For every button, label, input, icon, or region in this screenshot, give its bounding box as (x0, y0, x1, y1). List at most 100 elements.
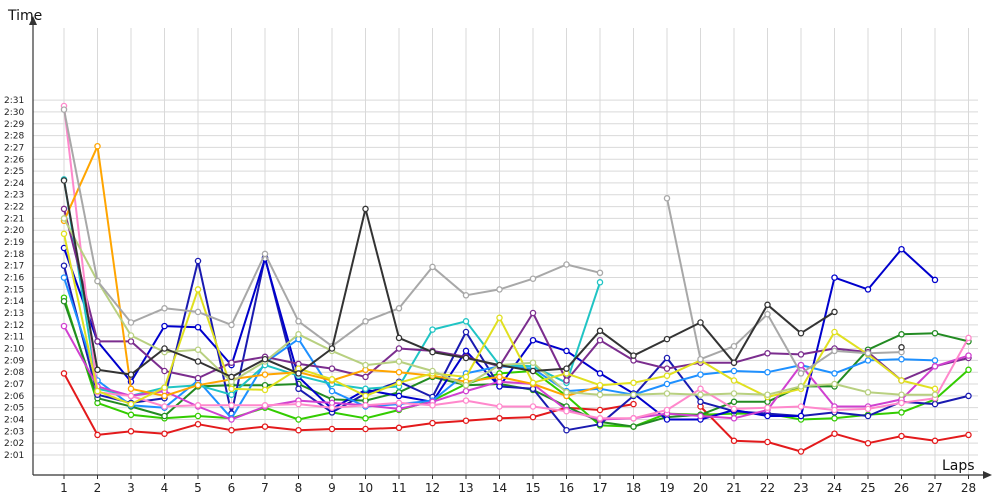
data-point (965, 334, 972, 342)
data-point (94, 387, 101, 395)
data-point (429, 367, 436, 375)
data-point (395, 405, 403, 413)
data-point (429, 326, 436, 333)
data-point (797, 412, 805, 420)
data-point (362, 392, 369, 400)
data-point (831, 274, 838, 281)
data-point (529, 275, 537, 282)
data-point (730, 398, 738, 406)
data-point (663, 335, 671, 343)
y-tick-label: 2:16 (4, 274, 24, 284)
data-point (429, 348, 436, 356)
data-point (864, 350, 872, 357)
data-point (864, 286, 872, 293)
y-tick-label: 2:20 (4, 226, 24, 236)
x-tick-label: 14 (492, 481, 507, 495)
data-point (797, 383, 805, 390)
data-point (127, 319, 135, 326)
data-point (730, 437, 738, 445)
data-point (328, 345, 336, 352)
data-point (395, 379, 403, 387)
data-point (462, 373, 470, 381)
data-point (194, 257, 202, 265)
data-point (295, 318, 302, 325)
y-tick-label: 2:09 (4, 356, 24, 366)
y-axis-label: Time (7, 8, 42, 24)
x-tick-label: 1 (60, 481, 68, 495)
data-point (228, 426, 235, 434)
data-point (94, 142, 101, 150)
data-point (697, 355, 704, 363)
data-point (261, 423, 269, 430)
data-point (596, 269, 604, 277)
data-point (864, 439, 872, 447)
data-point (596, 336, 604, 344)
data-point (429, 263, 436, 271)
data-point (864, 405, 872, 413)
x-tick-label: 7 (261, 481, 269, 495)
data-point (730, 359, 738, 366)
data-point (663, 195, 671, 202)
data-point (194, 402, 202, 409)
data-point (965, 366, 972, 374)
data-point (529, 336, 537, 344)
data-point (261, 402, 269, 409)
data-point (596, 406, 604, 414)
data-point (898, 331, 905, 338)
data-point (697, 398, 704, 406)
data-point (395, 424, 403, 432)
data-point (60, 297, 68, 305)
x-tick-label: 26 (894, 481, 909, 495)
y-tick-label: 2:26 (4, 155, 24, 165)
data-point (529, 367, 537, 375)
series-line (63, 208, 969, 382)
y-tick-label: 2:10 (4, 345, 24, 355)
data-point (60, 215, 68, 222)
data-point (697, 391, 704, 398)
data-point (831, 347, 838, 355)
data-point (228, 321, 235, 329)
y-tick-labels: 2:01 2:02 2:032:04 2:05 2:06 2:07 2:08 2:092:10… (4, 96, 24, 461)
x-tick-label: 22 (760, 481, 775, 495)
data-point (328, 376, 336, 383)
data-point (362, 373, 369, 381)
y-tick-label: 2:31 (4, 96, 24, 106)
data-point (898, 391, 905, 398)
data-point (898, 432, 905, 440)
y-tick-label: 2:15 (4, 285, 24, 295)
series-lines (60, 102, 972, 455)
x-tick-labels: 1 2 3 4 5 6 7 8 9 10 11 12 13 14 15 16 17 18 19 20 21 22 23 24 2… (60, 481, 976, 495)
y-tick-label: 2:18 (4, 250, 24, 260)
data-point (663, 372, 671, 379)
data-point (496, 286, 503, 293)
y-tick-label: 2:06 (4, 392, 24, 402)
data-point (931, 385, 939, 393)
y-axis-arrow (29, 16, 37, 25)
data-point (596, 381, 604, 389)
data-point (395, 334, 403, 342)
y-tick-label: 2:05 (4, 404, 24, 414)
data-point (295, 400, 302, 408)
data-point (395, 399, 403, 407)
data-point (596, 279, 604, 286)
data-point (697, 385, 704, 393)
data-point (663, 406, 671, 414)
data-point (596, 415, 604, 422)
data-point (496, 314, 503, 322)
data-point (496, 415, 503, 422)
data-point (161, 412, 168, 420)
data-point (764, 412, 771, 420)
data-point (60, 262, 68, 269)
data-point (462, 381, 470, 389)
data-point (764, 404, 771, 411)
series-line (63, 372, 634, 436)
y-tick-label: 2:29 (4, 120, 24, 130)
data-point (697, 412, 704, 420)
data-point (730, 390, 738, 397)
data-point (60, 274, 68, 281)
data-point (529, 403, 537, 410)
data-point (596, 370, 604, 377)
y-tick-label: 2:07 (4, 380, 24, 390)
x-tick-label: 16 (559, 481, 574, 495)
data-point (161, 305, 168, 312)
